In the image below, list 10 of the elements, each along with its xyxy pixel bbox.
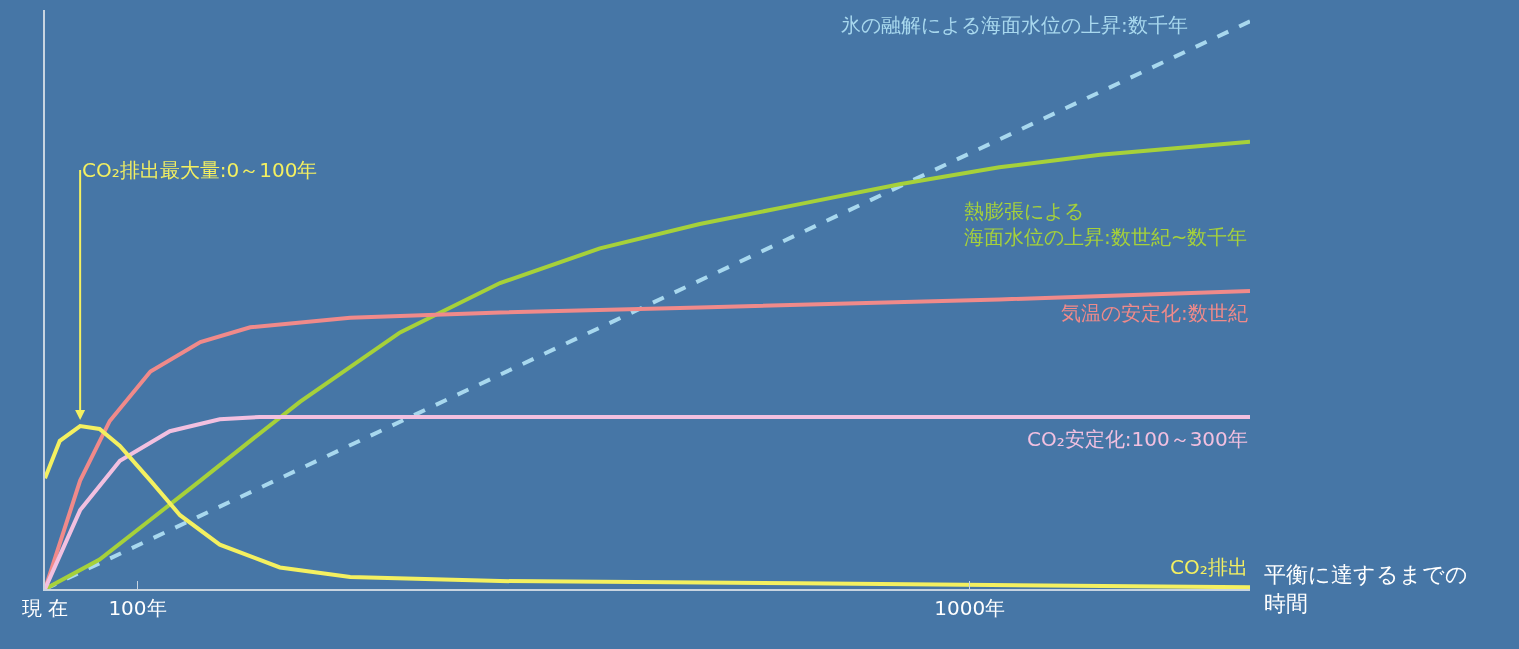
series-label: 熱膨張による海面水位の上昇:数世紀~数千年 <box>964 199 1248 249</box>
x-tick-label: 1000年 <box>934 596 1006 620</box>
series-label: CO₂排出 <box>1170 555 1248 579</box>
x-axis-title: 平衡に達するまでの時間 <box>1264 562 1468 616</box>
x-tick-label: 現 在 <box>21 596 69 620</box>
series-label: 気温の安定化:数世紀 <box>1061 301 1248 325</box>
series-label: 氷の融解による海面水位の上昇:数千年 <box>841 13 1188 37</box>
series-label: CO₂安定化:100～300年 <box>1027 427 1248 451</box>
annotation: CO₂排出最大量:0～100年 <box>82 158 318 182</box>
x-tick-label: 100年 <box>108 596 167 620</box>
